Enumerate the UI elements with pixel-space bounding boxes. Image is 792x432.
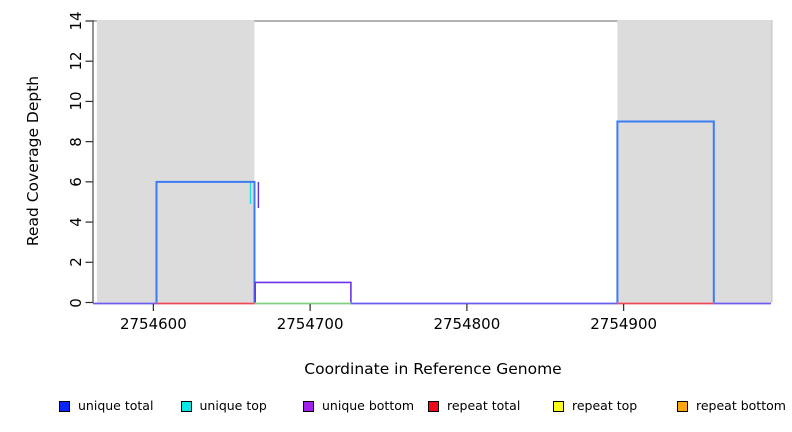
legend-swatch-repeat-bottom	[677, 401, 688, 412]
legend-label: repeat total	[447, 398, 521, 413]
unique-bottom-step-line	[254, 281, 352, 303]
repeat-region-2	[617, 20, 771, 303]
legend-swatch-repeat-top	[553, 401, 564, 412]
y-tick-label-2: 2	[67, 257, 85, 268]
y-tick-label-12: 12	[67, 51, 85, 71]
legend-swatch-repeat-total	[428, 401, 439, 412]
legend-swatch-unique-total	[59, 401, 70, 412]
unique-total-left-line	[155, 180, 256, 303]
x-axis-title: Coordinate in Reference Genome	[304, 360, 562, 378]
legend-swatch-unique-top	[180, 401, 192, 412]
legend-label: repeat top	[572, 398, 638, 413]
legend-label: unique bottom	[322, 398, 415, 413]
y-tick-label-0: 0	[67, 297, 85, 308]
legend-label: unique total	[78, 398, 154, 413]
repeat-region-1	[96, 20, 255, 303]
legend-label: unique top	[199, 398, 267, 413]
x-tick-label-2754700: 2754700	[276, 315, 344, 333]
unique-total-right-line	[616, 120, 715, 303]
x-tick-label-2754900: 2754900	[590, 315, 658, 333]
y-tick-label-10: 10	[67, 91, 85, 111]
y-tick-label-4: 4	[67, 217, 85, 227]
y-axis-title: Read Coverage Depth	[24, 75, 42, 247]
y-tick-label-8: 8	[67, 136, 85, 147]
y-tick-label-6: 6	[67, 177, 85, 187]
legend-swatch-unique-bottom	[303, 401, 314, 412]
legend-label: repeat bottom	[696, 398, 786, 413]
x-tick-label-2754600: 2754600	[119, 315, 187, 333]
y-tick-label-14: 14	[67, 11, 85, 31]
x-tick-label-2754800: 2754800	[433, 315, 501, 333]
